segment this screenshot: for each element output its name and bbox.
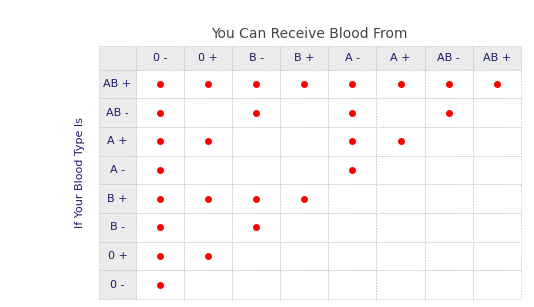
Bar [425,270,473,299]
Bar [280,270,328,299]
Bar [473,98,521,127]
Text: B -: B - [110,222,125,232]
Bar [328,270,376,299]
Text: B +: B + [294,53,315,63]
Bar [280,98,328,127]
Bar [136,46,184,69]
Bar [328,127,376,156]
Bar [328,46,376,69]
Bar [184,46,232,69]
Bar [184,127,232,156]
Bar [136,98,184,127]
Bar [280,242,328,270]
Bar [425,46,473,69]
Bar [99,46,136,69]
Bar [376,184,425,213]
Bar [136,242,184,270]
Bar [328,213,376,242]
Bar [232,127,280,156]
Text: A +: A + [390,53,411,63]
Bar [280,127,328,156]
Bar [99,69,136,98]
Bar [328,242,376,270]
Bar [232,46,280,69]
Bar [99,213,136,242]
Bar [328,69,376,98]
Bar [99,156,136,184]
Text: AB +: AB + [483,53,511,63]
Bar [376,156,425,184]
Bar [232,213,280,242]
Text: AB +: AB + [104,79,131,89]
Bar [280,213,328,242]
Bar [473,213,521,242]
Text: 0 -: 0 - [153,53,168,63]
Bar [280,156,328,184]
Bar [232,242,280,270]
Text: 0 -: 0 - [110,280,125,290]
Bar [280,69,328,98]
Bar [136,156,184,184]
Bar [376,242,425,270]
Bar [376,46,425,69]
Bar [425,156,473,184]
Bar [184,69,232,98]
Bar [184,242,232,270]
Text: B -: B - [249,53,264,63]
Bar [184,270,232,299]
Text: A -: A - [110,165,125,175]
Bar [376,213,425,242]
Bar [376,98,425,127]
Bar [136,213,184,242]
Bar [425,127,473,156]
Bar [136,127,184,156]
Bar [232,69,280,98]
Bar [232,156,280,184]
Text: You Can Receive Blood From: You Can Receive Blood From [211,27,408,41]
Bar [99,184,136,213]
Bar [184,184,232,213]
Bar [184,156,232,184]
Bar [425,213,473,242]
Bar [425,69,473,98]
Bar [473,242,521,270]
Bar [473,69,521,98]
Bar [376,270,425,299]
Bar [473,270,521,299]
Bar [136,270,184,299]
Bar [184,213,232,242]
Text: B +: B + [107,194,128,204]
Bar [99,242,136,270]
Bar [99,98,136,127]
Text: 0 +: 0 + [198,53,218,63]
Bar [473,127,521,156]
Bar [376,127,425,156]
Bar [280,184,328,213]
Text: A -: A - [345,53,360,63]
Bar [232,184,280,213]
Bar [280,46,328,69]
Bar [425,184,473,213]
Bar [136,69,184,98]
Bar [473,184,521,213]
Bar [425,98,473,127]
Bar [136,184,184,213]
Bar [184,98,232,127]
Bar [328,98,376,127]
Bar [376,69,425,98]
Text: If Your Blood Type Is: If Your Blood Type Is [75,117,85,228]
Bar [328,156,376,184]
Bar [99,127,136,156]
Bar [99,270,136,299]
Bar [328,184,376,213]
Bar [232,270,280,299]
Text: AB -: AB - [437,53,460,63]
Bar [473,156,521,184]
Text: A +: A + [107,136,128,146]
Bar [232,98,280,127]
Text: 0 +: 0 + [107,251,128,261]
Bar [473,46,521,69]
Bar [425,242,473,270]
Text: AB -: AB - [106,107,129,118]
